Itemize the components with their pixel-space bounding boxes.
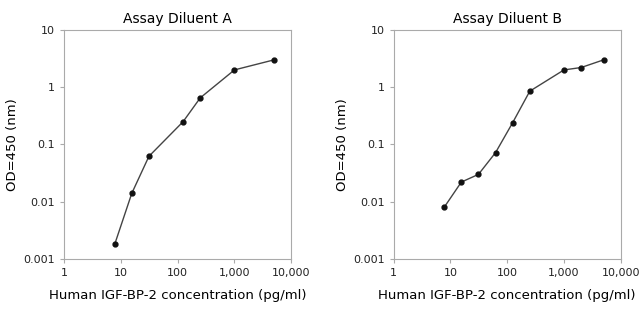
Y-axis label: OD=450 (nm): OD=450 (nm) <box>6 98 19 191</box>
Title: Assay Diluent B: Assay Diluent B <box>452 12 562 26</box>
Y-axis label: OD=450 (nm): OD=450 (nm) <box>336 98 349 191</box>
X-axis label: Human IGF-BP-2 concentration (pg/ml): Human IGF-BP-2 concentration (pg/ml) <box>378 289 636 302</box>
Title: Assay Diluent A: Assay Diluent A <box>123 12 232 26</box>
X-axis label: Human IGF-BP-2 concentration (pg/ml): Human IGF-BP-2 concentration (pg/ml) <box>49 289 307 302</box>
